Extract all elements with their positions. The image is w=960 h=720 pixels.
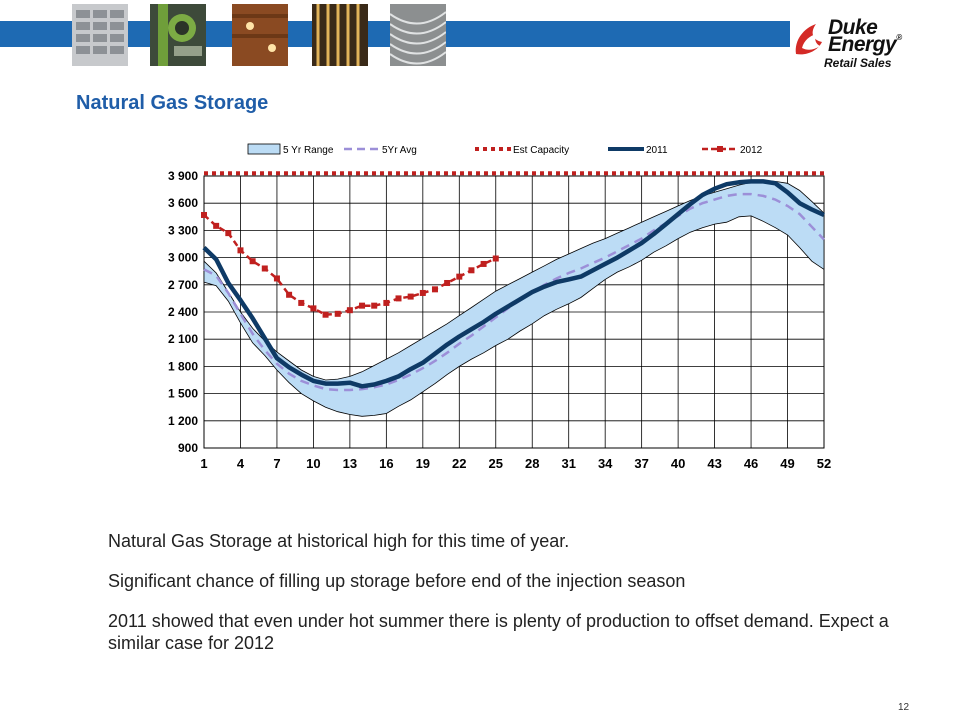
x-tick-label: 22	[452, 456, 466, 471]
y-tick-label: 2 400	[168, 305, 198, 319]
legend-item: 5 Yr Range	[247, 143, 334, 156]
logo-tagline: Retail Sales	[824, 56, 892, 70]
series-2012-marker	[322, 311, 329, 318]
series-2012-marker	[359, 302, 366, 309]
y-tick-label: 1 800	[168, 359, 198, 373]
y-tick-label: 1 200	[168, 414, 198, 428]
series-2012-marker	[346, 307, 353, 314]
x-tick-label: 34	[598, 456, 613, 471]
y-tick-label: 3 000	[168, 251, 198, 265]
logo-wordmark-energy: Energy®	[828, 33, 902, 57]
legend-item: Est Capacity	[475, 145, 569, 156]
y-tick-label: 3 300	[168, 223, 198, 237]
x-tick-label: 40	[671, 456, 685, 471]
x-tick-label: 25	[489, 456, 503, 471]
duke-energy-logo: Duke Energy® Retail Sales	[790, 14, 920, 74]
bullet-2: Significant chance of filling up storage…	[108, 571, 686, 591]
series-2012-marker	[237, 247, 244, 254]
chart-legend: 5 Yr Range 5Yr Avg Est Capacity 2011 2012	[247, 143, 763, 156]
fan-grille-photo	[390, 4, 446, 66]
series-2012-marker	[444, 279, 451, 286]
x-tick-label: 28	[525, 456, 539, 471]
legend-label: Est Capacity	[513, 145, 569, 156]
series-5yr-range-band	[203, 180, 825, 417]
chart-series	[201, 171, 825, 417]
legend-item: 2012	[702, 145, 763, 156]
bullet-list: Natural Gas Storage at historical high f…	[108, 530, 908, 672]
y-tick-label: 2 700	[168, 278, 198, 292]
series-2012-marker	[334, 310, 341, 317]
duke-energy-flame-icon	[795, 24, 822, 55]
series-2012-marker	[383, 299, 390, 306]
series-2012-marker	[298, 299, 305, 306]
x-tick-label: 7	[273, 456, 280, 471]
series-2012-marker	[480, 260, 487, 267]
series-2011-line	[202, 179, 825, 389]
series-2012-marker	[492, 255, 499, 262]
legend-label: 5 Yr Range	[283, 145, 334, 156]
x-tick-label: 31	[561, 456, 575, 471]
x-tick-label: 1	[200, 456, 207, 471]
series-2012-marker	[249, 258, 256, 265]
bullet-1: Natural Gas Storage at historical high f…	[108, 531, 570, 551]
y-tick-label: 2 100	[168, 332, 198, 346]
file-cabinets-photo	[72, 4, 128, 66]
header-band: Duke Energy® Retail Sales	[0, 0, 960, 80]
x-tick-label: 4	[237, 456, 245, 471]
series-2012-marker	[261, 265, 268, 272]
legend-item: 2011	[608, 145, 668, 156]
series-5yr-avg-line	[203, 192, 825, 392]
y-tick-label: 3 600	[168, 196, 198, 210]
x-tick-label: 49	[780, 456, 794, 471]
series-2012-marker	[213, 222, 220, 229]
series-2012-marker	[225, 230, 232, 237]
x-tick-label: 37	[634, 456, 648, 471]
x-tick-label: 46	[744, 456, 758, 471]
building-interior-photo	[312, 4, 368, 66]
x-tick-label: 52	[817, 456, 831, 471]
series-2012-marker	[468, 267, 475, 274]
industrial-valves-photo	[150, 4, 206, 66]
bullet-3: 2011 showed that even under hot summer t…	[108, 611, 889, 653]
x-tick-label: 43	[707, 456, 721, 471]
legend-label: 2012	[740, 145, 763, 156]
registered-mark: ®	[896, 33, 902, 42]
series-2012-marker	[431, 286, 438, 293]
x-tick-label: 19	[416, 456, 430, 471]
logo-wordmark-energy-text: Energy	[828, 33, 897, 56]
series-2012-marker	[456, 273, 463, 280]
page-number: 12	[898, 702, 910, 713]
legend-label: 5Yr Avg	[382, 145, 417, 156]
y-tick-label: 900	[178, 441, 198, 455]
series-2012-marker	[201, 211, 207, 218]
series-2012-marker	[419, 289, 426, 296]
series-2012-marker	[407, 293, 414, 300]
x-tick-label: 16	[379, 456, 393, 471]
series-2012-marker	[286, 291, 293, 298]
series-2012-marker	[395, 295, 402, 302]
legend-label: 2011	[646, 145, 668, 156]
wood-ceiling-lights-photo	[232, 4, 288, 66]
legend-swatch-range	[247, 143, 281, 155]
legend-swatch-2012-marker	[717, 146, 723, 152]
series-2012-marker	[371, 302, 378, 309]
y-tick-label: 1 500	[168, 387, 198, 401]
series-2012-marker	[310, 305, 317, 312]
x-tick-label: 13	[343, 456, 357, 471]
logo-wordmark-duke: Duke	[828, 16, 878, 39]
x-tick-label: 10	[306, 456, 320, 471]
chart-axes: 900 1 200 1 500 1 800 2 100 2 400 2 700 3 000 3 …	[168, 169, 831, 471]
y-tick-label: 3 900	[168, 169, 198, 183]
storage-chart: 5 Yr Range 5Yr Avg Est Capacity 2011 2012 90…	[168, 143, 831, 471]
page-title: Natural Gas Storage	[76, 92, 269, 114]
series-2012-marker	[273, 275, 280, 282]
legend-item: 5Yr Avg	[344, 145, 417, 156]
